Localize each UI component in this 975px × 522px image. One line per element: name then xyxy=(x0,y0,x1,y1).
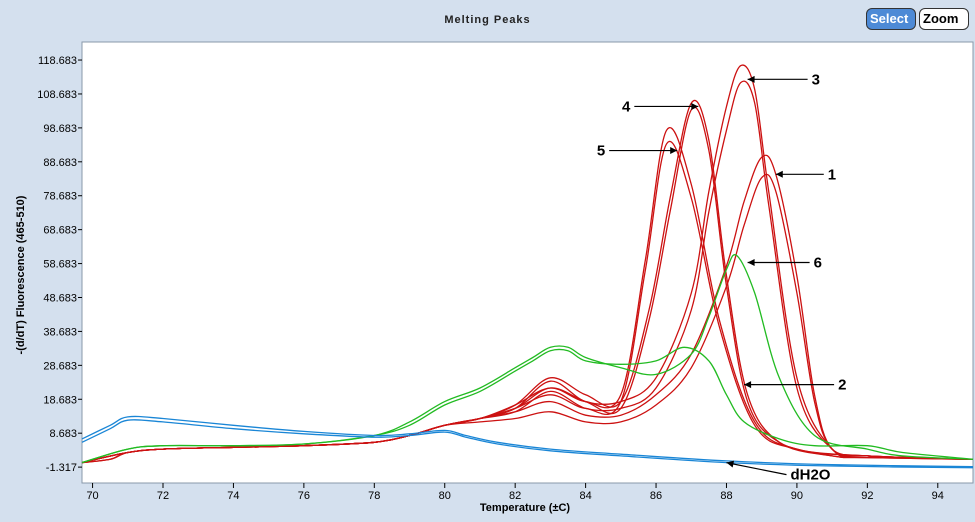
y-tick-label: 48.683 xyxy=(43,292,77,304)
annotation-label: 3 xyxy=(812,71,820,88)
green-curve-10 xyxy=(81,346,974,464)
blue-curve-12 xyxy=(81,415,974,468)
y-tick-label: 8.683 xyxy=(49,428,77,440)
y-tick-label: 58.683 xyxy=(43,259,77,271)
select-button[interactable]: Select xyxy=(866,8,916,30)
annotation-2: 2 xyxy=(744,377,846,394)
x-tick-label: 92 xyxy=(861,490,873,502)
annotation-label: 2 xyxy=(838,377,846,394)
annotation-3: 3 xyxy=(747,71,820,88)
x-tick-label: 94 xyxy=(932,490,944,502)
x-tick-label: 86 xyxy=(650,490,662,502)
annotation-label: 6 xyxy=(814,255,822,272)
annotation-label: 4 xyxy=(622,98,631,115)
blue-curve-11 xyxy=(81,419,974,469)
annotation-dh2o: dH2O xyxy=(726,460,831,484)
x-tick-label: 88 xyxy=(720,490,732,502)
annotation-label: dH2O xyxy=(790,467,830,484)
annotation-label: 1 xyxy=(828,166,836,183)
chart-title: Melting Peaks xyxy=(444,14,531,26)
arrowhead xyxy=(747,259,755,266)
y-tick-label: 98.683 xyxy=(43,123,77,135)
series-layer xyxy=(81,64,974,469)
annotation-6: 6 xyxy=(747,255,822,272)
y-tick-label: 28.683 xyxy=(43,360,77,372)
y-tick-label: 78.683 xyxy=(43,191,77,203)
x-tick-label: 74 xyxy=(227,490,239,502)
x-tick-label: 72 xyxy=(157,490,169,502)
x-tick-label: 82 xyxy=(509,490,521,502)
annotation-arrow-line xyxy=(726,462,787,476)
x-tick-label: 70 xyxy=(86,490,98,502)
y-axis: -1.317 8.683 18.683 28.683 38.683 48.683 58.68… xyxy=(37,55,82,474)
x-tick-label: 84 xyxy=(579,490,591,502)
arrowhead xyxy=(747,75,755,83)
annotation-1: 1 xyxy=(775,166,836,183)
x-axis-title: Temperature (±C) xyxy=(480,502,571,514)
y-tick-label: 118.683 xyxy=(38,55,77,67)
y-tick-label: -1.317 xyxy=(46,462,77,474)
arrowhead xyxy=(670,147,678,155)
annotation-label: 5 xyxy=(597,143,605,160)
y-tick-label: 68.683 xyxy=(43,225,77,237)
y-tick-label: 88.683 xyxy=(43,157,77,169)
arrowhead xyxy=(744,381,752,389)
arrowhead xyxy=(726,460,735,468)
arrowhead xyxy=(691,102,699,110)
y-tick-label: 38.683 xyxy=(43,326,77,338)
y-tick-label: 108.683 xyxy=(37,89,77,101)
zoom-button[interactable]: Zoom xyxy=(919,8,969,30)
annotation-layer: 1 2 3 4 5 6 dH2O xyxy=(597,71,847,483)
y-axis-title: -(d/dT) Fluorescence (465-510) xyxy=(15,195,27,354)
x-tick-label: 80 xyxy=(439,490,451,502)
arrowhead xyxy=(775,170,783,178)
y-tick-label: 18.683 xyxy=(43,394,77,406)
x-tick-label: 78 xyxy=(368,490,380,502)
annotation-5: 5 xyxy=(597,143,678,160)
annotation-4: 4 xyxy=(622,98,699,115)
x-axis: 70 72 74 76 78 80 82 84 86 88 90 92 94 xyxy=(86,483,944,502)
x-tick-label: 90 xyxy=(791,490,803,502)
plot-area xyxy=(81,41,974,484)
red-curve-8 xyxy=(81,140,974,464)
x-tick-label: 76 xyxy=(298,490,310,502)
